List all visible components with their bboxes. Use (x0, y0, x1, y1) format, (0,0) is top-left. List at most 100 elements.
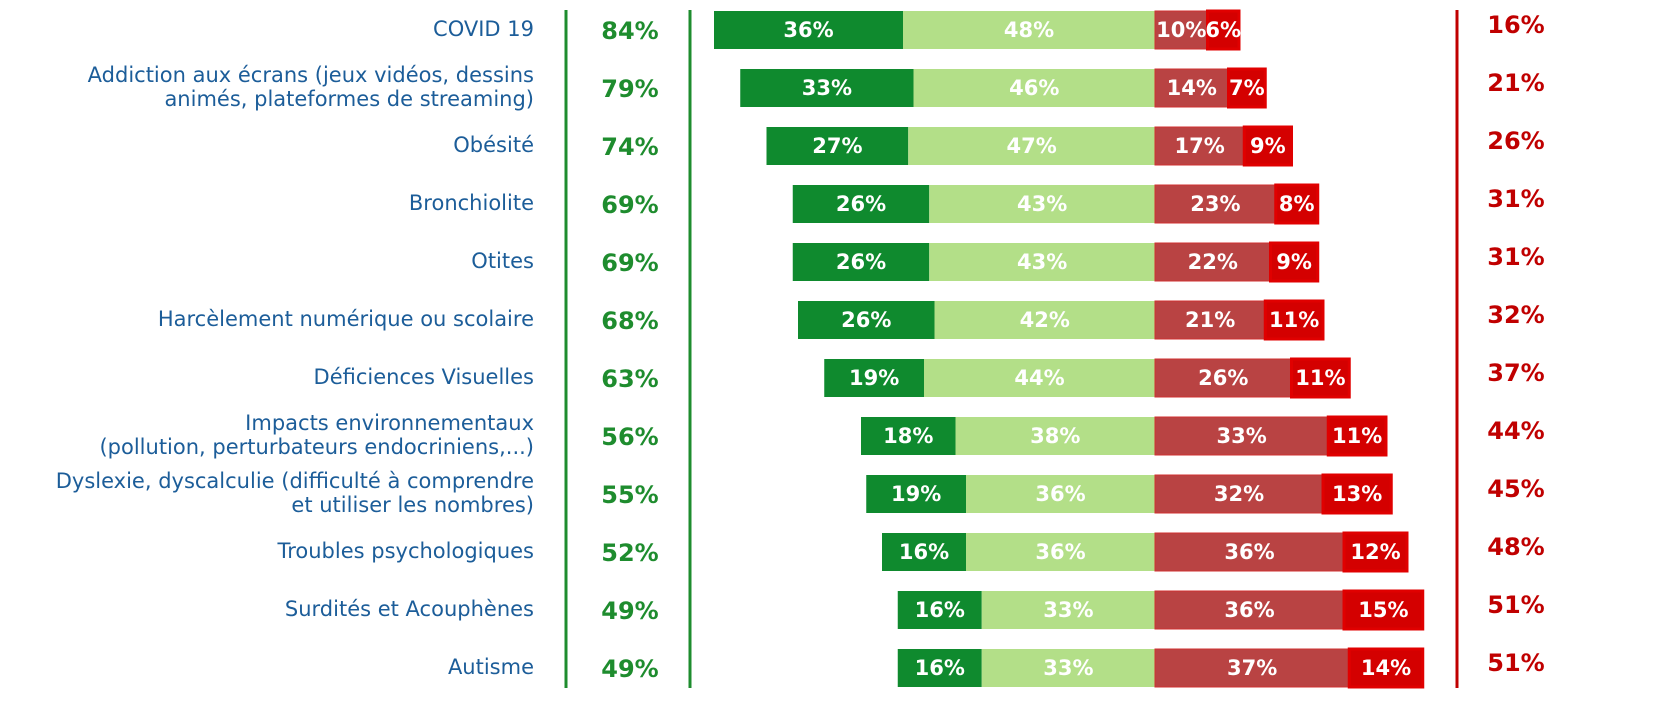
category-line: Autisme (448, 655, 534, 679)
bar-label: 32% (1214, 482, 1264, 506)
category-line: Dyslexie, dyscalculie (difficulté à comp… (56, 469, 534, 493)
category-label: Autisme (448, 655, 534, 679)
total-label: 32% (1487, 301, 1544, 329)
total-label: 16% (1487, 11, 1544, 39)
bar-segment (1342, 589, 1425, 631)
category-label: Obésité (453, 133, 534, 157)
bar-segment (929, 185, 1155, 223)
total-label: 49% (601, 655, 658, 683)
category-label: Impacts environnementaux (pollution, pert… (99, 411, 534, 459)
category-line: animés, plateformes de streaming) (164, 87, 534, 111)
bar-label: 46% (1009, 76, 1059, 100)
bar-label: 48% (1004, 18, 1054, 42)
bar-label: 26% (836, 192, 886, 216)
bar-segment (1154, 416, 1329, 456)
category-line: Otites (471, 249, 534, 273)
bar-segment (1321, 473, 1393, 515)
bar-segment (1242, 125, 1293, 167)
bar-label: 44% (1014, 366, 1064, 390)
category-line: et utiliser les nombres) (291, 493, 534, 517)
bar-segment (966, 475, 1155, 513)
total-label: 31% (1487, 243, 1544, 271)
bar-label: 18% (883, 424, 933, 448)
bar-label: 19% (891, 482, 941, 506)
bar-label: 7% (1229, 76, 1265, 100)
bar-segment (1290, 357, 1351, 399)
category-label: Harcèlement numérique ou scolaire (158, 307, 534, 331)
total-label: 52% (601, 539, 658, 567)
bar-label: 16% (915, 598, 965, 622)
bar-label: 22% (1188, 250, 1238, 274)
bar-segment (903, 11, 1155, 49)
bar-label: 14% (1167, 76, 1217, 100)
total-label: 44% (1487, 417, 1544, 445)
bar-segment (1154, 532, 1345, 572)
bar-label: 33% (1043, 598, 1093, 622)
bar-label: 26% (836, 250, 886, 274)
bar-segment (934, 301, 1155, 339)
bar-segment (824, 359, 924, 397)
bar-segment (1263, 299, 1325, 341)
bar-label: 11% (1269, 308, 1319, 332)
bar-label: 16% (915, 656, 965, 680)
category-label: Addiction aux écrans (jeux vidéos, dessi… (88, 63, 534, 111)
total-label: 49% (601, 597, 658, 625)
category-line: Troubles psychologiques (276, 539, 534, 563)
bar-label: 43% (1017, 250, 1067, 274)
bar-segment (908, 127, 1155, 165)
bar-segment (1154, 474, 1324, 514)
bar-label: 36% (1224, 598, 1274, 622)
total-label: 69% (601, 191, 658, 219)
bar-segment (1154, 648, 1350, 688)
bar-segment (897, 649, 982, 687)
bar-segment (1154, 68, 1229, 108)
bar-segment (913, 69, 1155, 107)
bar-segment (955, 417, 1155, 455)
total-label: 63% (601, 365, 658, 393)
bar-label: 9% (1250, 134, 1286, 158)
bar-label: 26% (841, 308, 891, 332)
category-line: Harcèlement numérique ou scolaire (158, 307, 534, 331)
total-label: 45% (1487, 475, 1544, 503)
category-label: Déficiences Visuelles (314, 365, 534, 389)
category-label: Bronchiolite (409, 191, 534, 215)
category-line: Addiction aux écrans (jeux vidéos, dessi… (88, 63, 534, 87)
bar-label: 12% (1350, 540, 1400, 564)
total-label: 55% (601, 481, 658, 509)
category-line: COVID 19 (433, 17, 534, 41)
bar-label: 33% (1216, 424, 1266, 448)
bar-segment (792, 185, 930, 223)
bar-label: 9% (1276, 250, 1312, 274)
bar-label: 27% (812, 134, 862, 158)
total-label: 56% (601, 423, 658, 451)
bar-label: 16% (899, 540, 949, 564)
bar-label: 8% (1279, 192, 1315, 216)
bar-label: 13% (1332, 482, 1382, 506)
category-line: Surdités et Acouphènes (285, 597, 534, 621)
bar-segment (929, 243, 1155, 281)
total-label: 68% (601, 307, 658, 335)
bar-segment (740, 69, 914, 107)
bar-label: 38% (1030, 424, 1080, 448)
bar-label: 36% (783, 18, 833, 42)
bar-label: 36% (1035, 482, 1085, 506)
bar-segment (1154, 242, 1271, 282)
bar-label: 36% (1035, 540, 1085, 564)
bar-label: 47% (1006, 134, 1056, 158)
total-label: 69% (601, 249, 658, 277)
total-label: 26% (1487, 127, 1544, 155)
total-label: 74% (601, 133, 658, 161)
total-label: 31% (1487, 185, 1544, 213)
bar-segment (981, 649, 1155, 687)
category-label: Otites (471, 249, 534, 273)
bar-segment (1154, 126, 1245, 166)
bar-label: 43% (1017, 192, 1067, 216)
bar-label: 19% (849, 366, 899, 390)
bar-label: 11% (1295, 366, 1345, 390)
category-label: Troubles psychologiques (276, 539, 534, 563)
bar-label: 42% (1020, 308, 1070, 332)
bar-label: 33% (1043, 656, 1093, 680)
bar-segment (1154, 300, 1266, 340)
category-line: Déficiences Visuelles (314, 365, 534, 389)
